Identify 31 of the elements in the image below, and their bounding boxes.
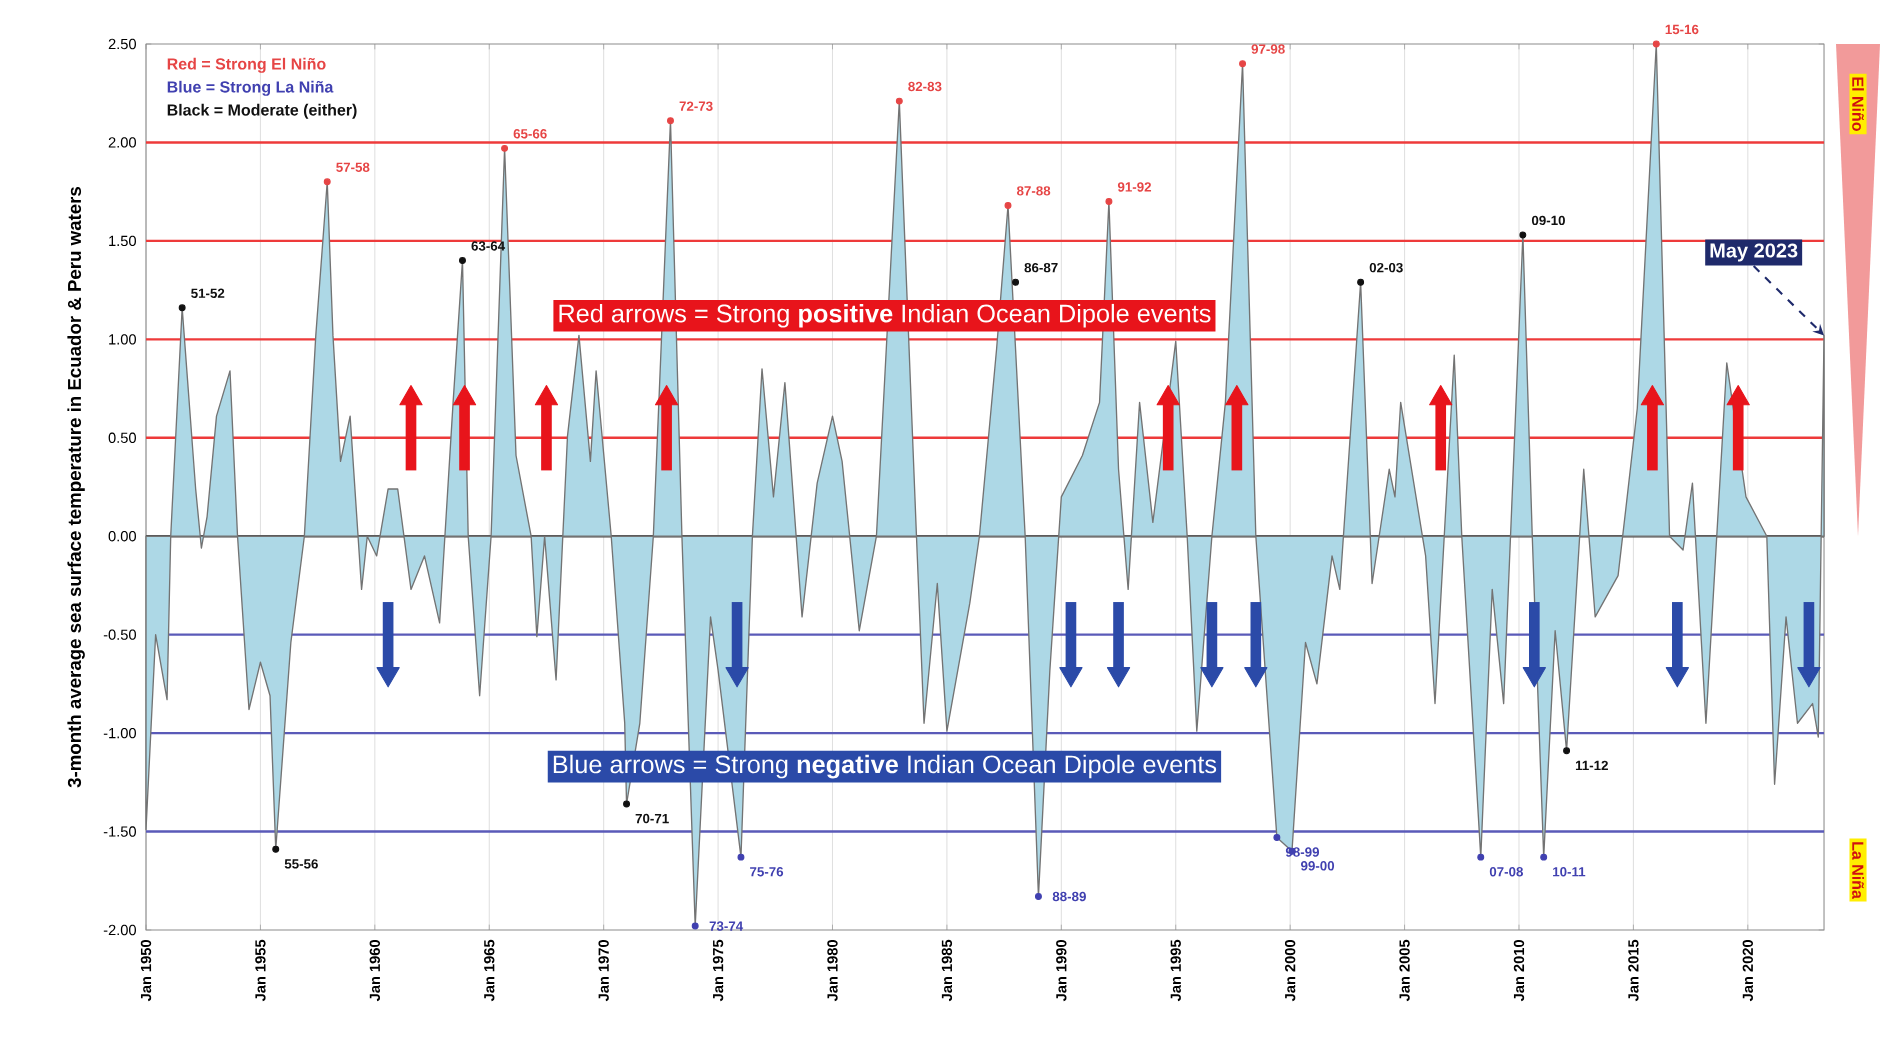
point	[737, 853, 745, 861]
text: Blue = Strong La Niña	[167, 80, 334, 96]
text: Black = Moderate (either)	[167, 103, 357, 119]
point	[1519, 231, 1527, 239]
point	[895, 97, 903, 105]
text: Red = Strong El Niño	[167, 57, 326, 73]
point	[623, 800, 631, 808]
annotation: May 2023	[1710, 243, 1798, 262]
point	[178, 304, 186, 312]
text: El Niño	[1852, 77, 1864, 131]
y-axis-title: 3-month average sea surface temperature in Ecuador & Peru waters	[67, 186, 85, 788]
point	[1652, 40, 1660, 48]
point	[1563, 747, 1571, 755]
point	[459, 257, 466, 265]
text: Blue arrows = Strong negative Indian Ocean Dipole events	[553, 754, 1217, 779]
point	[1004, 201, 1012, 209]
point	[1034, 893, 1042, 901]
point	[272, 845, 280, 853]
point	[323, 178, 331, 186]
point	[1477, 853, 1485, 861]
point	[691, 922, 699, 930]
point	[501, 144, 509, 152]
point	[1012, 278, 1020, 286]
point	[1239, 60, 1247, 68]
point	[1540, 853, 1548, 861]
point	[1357, 278, 1365, 286]
point	[1273, 833, 1281, 841]
text: Red arrows = Strong positive Indian Ocean Dipole events	[559, 303, 1211, 328]
point	[667, 117, 674, 125]
point	[1105, 198, 1113, 205]
text: La Niña	[1852, 842, 1864, 899]
